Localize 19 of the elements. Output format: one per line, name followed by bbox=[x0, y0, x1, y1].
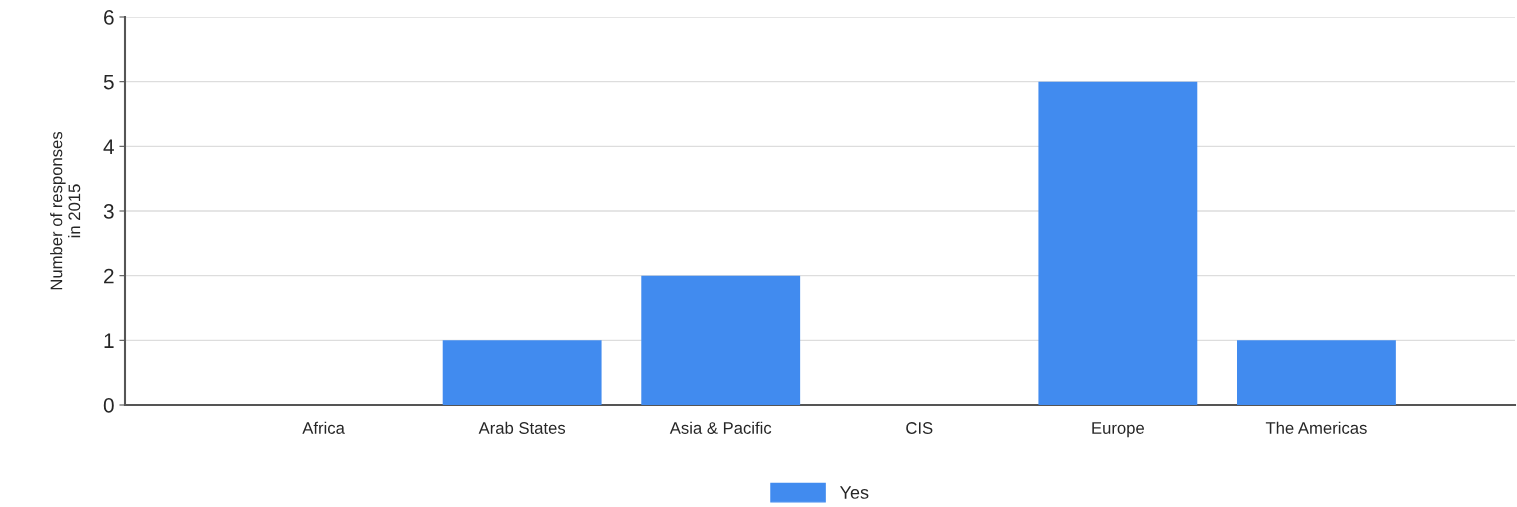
legend-label: Yes bbox=[839, 486, 869, 499]
y-tick-label: 3 bbox=[103, 204, 114, 219]
y-tick-label: 2 bbox=[104, 268, 114, 284]
bar bbox=[442, 340, 602, 405]
bar bbox=[641, 275, 801, 405]
y-tick-label: 4 bbox=[103, 139, 114, 154]
y-tick-label: 1 bbox=[104, 333, 114, 348]
y-tick-label: 5 bbox=[103, 74, 114, 90]
y-axis-title: Number of responses in 2015 bbox=[50, 131, 81, 290]
x-tick-label: CIS bbox=[906, 422, 933, 434]
x-tick-label: Arab States bbox=[478, 421, 566, 434]
x-tick-label: Europe bbox=[1092, 422, 1144, 438]
x-tick-label: Africa bbox=[302, 421, 345, 434]
y-tick-label: 6 bbox=[104, 10, 114, 25]
y-tick-label: 0 bbox=[103, 398, 114, 413]
bar bbox=[1237, 340, 1396, 405]
bar bbox=[1038, 81, 1198, 405]
x-tick-label: Asia & Pacific bbox=[669, 421, 772, 434]
x-tick-label: The Americas bbox=[1265, 421, 1367, 434]
